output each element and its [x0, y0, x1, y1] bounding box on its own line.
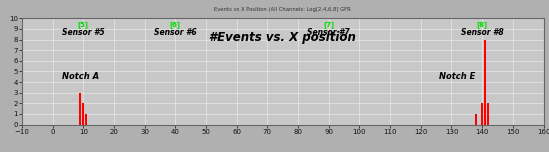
Text: [6]: [6] — [170, 21, 181, 28]
Bar — [487, 103, 489, 125]
Text: Notch A: Notch A — [62, 72, 99, 81]
Text: Notch E: Notch E — [439, 72, 475, 81]
Text: [7]: [7] — [323, 21, 334, 28]
Bar — [79, 93, 81, 125]
Text: Sensor #6: Sensor #6 — [154, 28, 197, 37]
Text: [8]: [8] — [477, 21, 488, 28]
Text: Events vs X Position (All Channels: Log[2,4,6,8] GFR: Events vs X Position (All Channels: Log[… — [214, 7, 351, 12]
Text: Sensor #5: Sensor #5 — [62, 28, 104, 37]
Text: #Events vs. X position: #Events vs. X position — [209, 31, 356, 44]
Text: Sensor #7: Sensor #7 — [307, 28, 350, 37]
Bar — [475, 114, 477, 125]
Text: [5]: [5] — [78, 21, 89, 28]
Bar — [481, 103, 483, 125]
Text: Sensor #8: Sensor #8 — [461, 28, 503, 37]
Bar — [85, 114, 87, 125]
Bar — [484, 40, 486, 125]
Bar — [82, 103, 85, 125]
